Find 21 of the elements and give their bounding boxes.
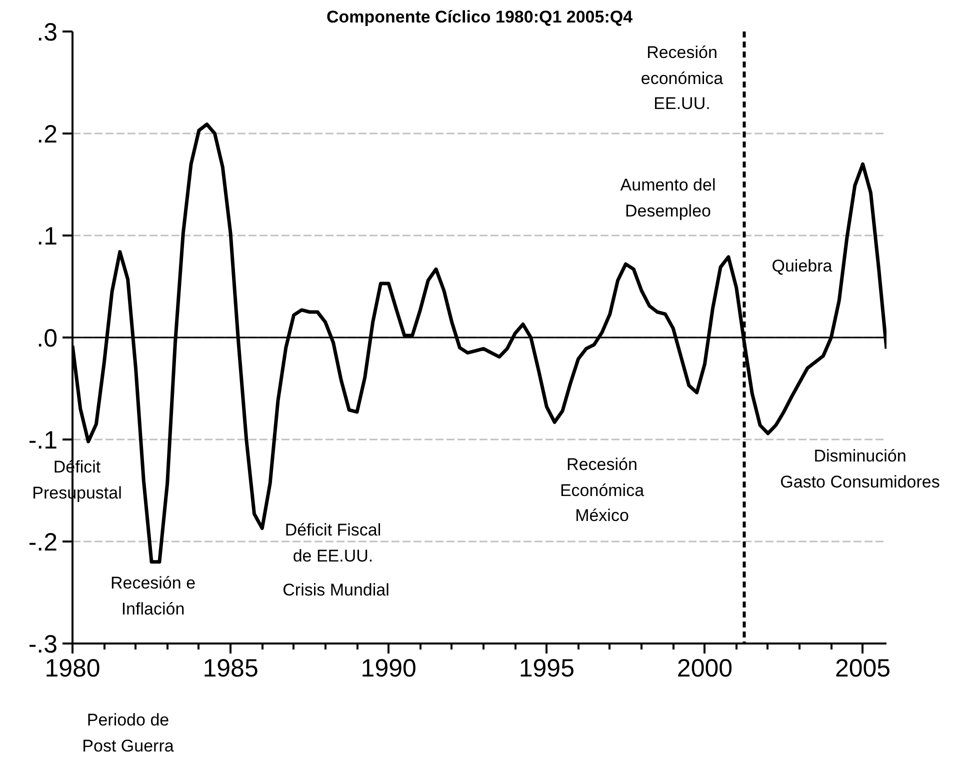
y-tick-label: -.2	[28, 528, 58, 556]
annotation: Crisis Mundial	[282, 579, 390, 602]
annotation: Déficit Fiscal de EE.UU.	[284, 520, 382, 567]
annotation: Recesión económica EE.UU.	[640, 42, 724, 115]
annotation: Recesión Económica México	[560, 454, 644, 527]
annotation: Recesión e Inflación	[110, 572, 196, 620]
x-tick-label: 1995	[518, 654, 574, 682]
y-tick-label: .2	[36, 120, 58, 148]
annotation: Aumento del Desempleo	[620, 174, 716, 222]
x-tick-label: 2000	[676, 654, 733, 682]
chart-title: Componente Cíclico 1980:Q1 2005:Q4	[326, 8, 634, 26]
y-tick-label: .1	[36, 222, 58, 250]
x-tick-label: 1985	[202, 654, 258, 682]
annotation: Disminución Gasto Consumidores	[780, 446, 940, 493]
y-tick-label: .0	[36, 324, 58, 352]
x-tick-label: 1990	[360, 654, 416, 682]
x-tick-label: 2005	[834, 654, 891, 682]
annotation: Quiebra	[772, 255, 832, 278]
annotation: Periodo de Post Guerra	[82, 710, 174, 757]
y-tick-label: .3	[36, 18, 58, 46]
y-tick-label: -.1	[28, 426, 58, 454]
